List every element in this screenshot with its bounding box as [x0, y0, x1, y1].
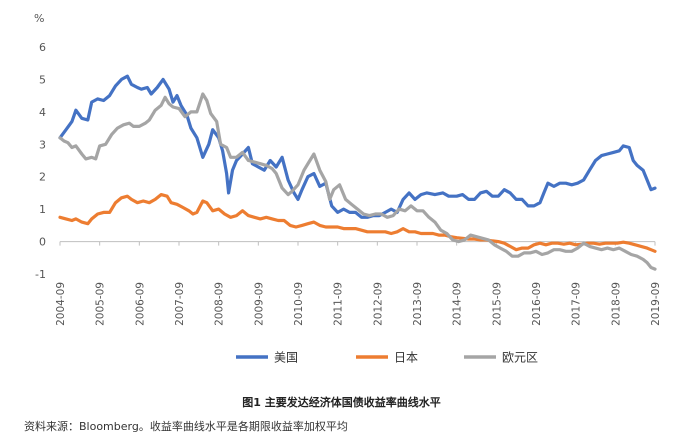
legend-label: 日本: [394, 351, 418, 365]
series-line-2: [58, 92, 657, 271]
x-tick-label: 2019-09: [650, 282, 662, 326]
x-tick-label: 2018-09: [610, 282, 622, 326]
x-tick-label: 2011-09: [333, 282, 345, 326]
x-tick-label: 2005-09: [95, 282, 107, 326]
legend: 美国 日本 欧元区: [236, 351, 538, 365]
series-lines: [58, 74, 657, 271]
x-tick-label: 2010-09: [293, 282, 305, 326]
x-tick-label: 2009-09: [253, 282, 265, 326]
yield-curve-chart: % -1 0 1 2 3 4 5 6 2004-09 2005-09 2006-09 2007-09…: [34, 12, 662, 365]
x-tick-label: 2004-09: [55, 282, 67, 326]
x-tick-label: 2017-09: [571, 282, 583, 326]
x-tick-label: 2012-09: [372, 282, 384, 326]
legend-label: 欧元区: [502, 351, 538, 365]
x-tick-label: 2008-09: [214, 282, 226, 326]
series-line-0: [58, 74, 657, 219]
legend-label: 美国: [274, 351, 298, 365]
source-note: 资料来源：Bloomberg。收益率曲线水平是各期限收益率加权平均: [24, 420, 348, 433]
x-tick-label: 2016-09: [531, 282, 543, 326]
x-tick-label: 2013-09: [412, 282, 424, 326]
y-tick-label: 1: [39, 203, 46, 216]
y-axis: -1 0 1 2 3 4 5 6: [35, 41, 46, 281]
x-tick-label: 2006-09: [134, 282, 146, 326]
y-tick-label: 4: [39, 106, 46, 119]
figure-caption: 图1 主要发达经济体国债收益率曲线水平: [242, 396, 441, 409]
y-tick-label: 0: [39, 236, 46, 249]
y-tick-label: 2: [39, 171, 46, 184]
x-axis: 2004-09 2005-09 2006-09 2007-09 2008-09 2009-…: [55, 241, 662, 326]
x-tick-label: 2007-09: [174, 282, 186, 326]
y-tick-label: 5: [39, 73, 46, 86]
series-line-1: [58, 193, 657, 253]
y-tick-label: 6: [39, 41, 46, 54]
y-tick-label: -1: [35, 268, 46, 281]
x-tick-label: 2014-09: [452, 282, 464, 326]
y-tick-label: 3: [39, 138, 46, 151]
y-axis-unit: %: [34, 12, 44, 25]
x-tick-label: 2015-09: [491, 282, 503, 326]
